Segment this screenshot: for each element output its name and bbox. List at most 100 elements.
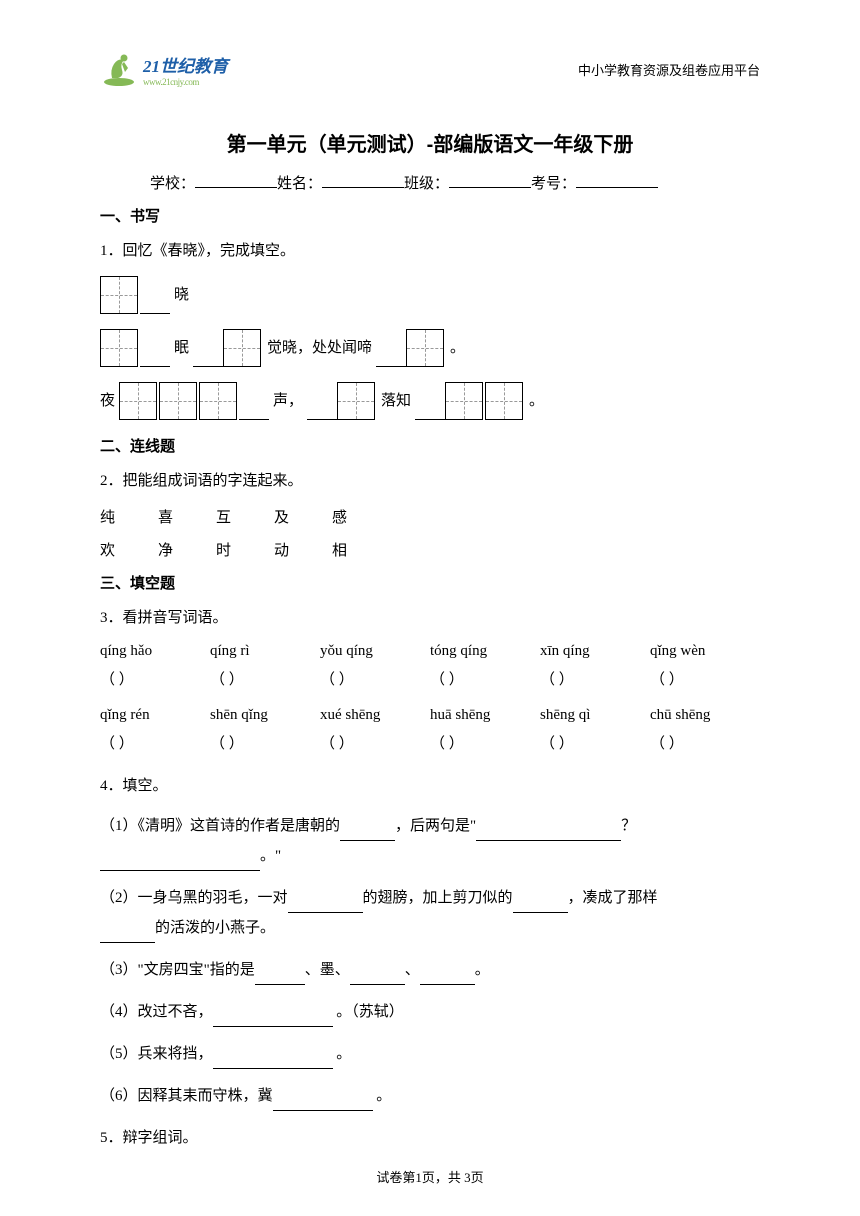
pinyin-item: shēn qǐng xyxy=(210,707,320,724)
pinyin-item: shēng qì xyxy=(540,707,650,724)
char-box xyxy=(100,329,138,367)
logo-icon xyxy=(100,50,138,88)
pinyin-item: chū shēng xyxy=(650,707,760,724)
poem-text: 落知 xyxy=(381,382,411,420)
paren-item: （ ） xyxy=(650,668,760,689)
text: ？ xyxy=(621,818,636,834)
pinyin-item: tóng qíng xyxy=(430,643,540,660)
header-right-text: 中小学教育资源及组卷应用平台 xyxy=(578,60,760,79)
paren-item: （ ） xyxy=(100,732,210,753)
blank xyxy=(340,826,395,841)
question-1-prompt: 1．回忆《春晓》，完成填空。 xyxy=(100,236,760,266)
match-word: 时 xyxy=(216,539,274,560)
char-box xyxy=(445,382,483,420)
char-box xyxy=(406,329,444,367)
blank xyxy=(415,405,445,420)
pinyin-item: qǐng wèn xyxy=(650,643,760,660)
blank xyxy=(255,970,305,985)
school-blank xyxy=(195,173,277,188)
text: （1）《清明》这首诗的作者是唐朝的 xyxy=(100,818,340,834)
class-label: 班级： xyxy=(404,176,449,192)
text: 。（苏轼） xyxy=(333,1004,404,1020)
text: 。 xyxy=(373,1088,392,1104)
word-row-2: 欢净时动相 xyxy=(100,539,760,560)
poem-line-1: 晓 xyxy=(100,276,760,314)
blank xyxy=(288,898,363,913)
poem-text: 。 xyxy=(529,382,544,420)
blank xyxy=(239,405,269,420)
paren-item: （ ） xyxy=(430,732,540,753)
match-word: 感 xyxy=(332,506,390,527)
logo-text: 21世纪教育 www.21cnjy.com xyxy=(143,52,228,87)
sub-question-6: （6）因释其耒而守株，冀 。 xyxy=(100,1081,760,1111)
blank xyxy=(273,1096,373,1111)
sub-question-2: （2）一身乌黑的羽毛，一对 的翅膀，加上剪刀似的 ，凑成了那样的活泼的小燕子。 xyxy=(100,883,760,943)
paren-row-2: （ ） （ ） （ ） （ ） （ ） （ ） xyxy=(100,732,760,753)
poem-line-3: 夜 声， 落知 。 xyxy=(100,382,760,420)
poem-text: 夜 xyxy=(100,382,115,420)
paren-item: （ ） xyxy=(430,668,540,689)
blank xyxy=(350,970,405,985)
text: （3）"文房四宝"指的是 xyxy=(100,962,255,978)
poem-text: 眠 xyxy=(174,329,189,367)
exam-blank xyxy=(576,173,658,188)
school-label: 学校： xyxy=(150,176,195,192)
char-box xyxy=(100,276,138,314)
match-word: 及 xyxy=(274,506,332,527)
paren-item: （ ） xyxy=(320,668,430,689)
logo-main-text: 21世纪教育 xyxy=(143,52,228,77)
text: 的活泼的小燕子。 xyxy=(155,920,275,936)
page-container: 21世纪教育 www.21cnjy.com 中小学教育资源及组卷应用平台 第一单… xyxy=(0,0,860,1203)
text: 。 xyxy=(333,1046,352,1062)
text: 。 xyxy=(475,962,490,978)
poem-text: 觉晓，处处闻啼 xyxy=(267,329,372,367)
paren-item: （ ） xyxy=(320,732,430,753)
text: 、 xyxy=(405,962,420,978)
sub-question-1: （1）《清明》这首诗的作者是唐朝的 ，后两句是" ？ 。" xyxy=(100,811,760,871)
logo-container: 21世纪教育 www.21cnjy.com xyxy=(100,50,228,88)
paren-item: （ ） xyxy=(540,732,650,753)
sub-question-4: （4）改过不吝， 。（苏轼） xyxy=(100,997,760,1027)
question-5-prompt: 5．辩字组词。 xyxy=(100,1123,760,1153)
text: （2）一身乌黑的羽毛，一对 xyxy=(100,890,288,906)
section-1-title: 一、书写 xyxy=(100,205,760,226)
blank xyxy=(513,898,568,913)
blank xyxy=(193,352,223,367)
blank xyxy=(140,299,170,314)
paren-item: （ ） xyxy=(540,668,650,689)
paren-row-1: （ ） （ ） （ ） （ ） （ ） （ ） xyxy=(100,668,760,689)
blank xyxy=(100,856,260,871)
text: ，凑成了那样 xyxy=(568,890,658,906)
pinyin-item: yǒu qíng xyxy=(320,643,430,660)
pinyin-row-1: qíng hǎo qíng rì yǒu qíng tóng qíng xīn … xyxy=(100,643,760,660)
exam-label: 考号： xyxy=(531,176,576,192)
char-box xyxy=(199,382,237,420)
text: 。" xyxy=(260,848,281,864)
sub-question-5: （5）兵来将挡， 。 xyxy=(100,1039,760,1069)
pinyin-item: qíng rì xyxy=(210,643,320,660)
text: ，后两句是" xyxy=(395,818,476,834)
pinyin-item: qíng hǎo xyxy=(100,643,210,660)
blank xyxy=(476,826,621,841)
name-blank xyxy=(322,173,404,188)
poem-line-2: 眠 觉晓，处处闻啼 。 xyxy=(100,329,760,367)
poem-text: 。 xyxy=(450,329,465,367)
pinyin-item: xué shēng xyxy=(320,707,430,724)
pinyin-item: xīn qíng xyxy=(540,643,650,660)
blank xyxy=(100,928,155,943)
page-header: 21世纪教育 www.21cnjy.com 中小学教育资源及组卷应用平台 xyxy=(100,50,760,88)
char-box xyxy=(159,382,197,420)
paren-item: （ ） xyxy=(210,732,320,753)
blank xyxy=(213,1012,333,1027)
char-box xyxy=(119,382,157,420)
text: （6）因释其耒而守株，冀 xyxy=(100,1088,273,1104)
blank xyxy=(420,970,475,985)
section-2-title: 二、连线题 xyxy=(100,435,760,456)
blank xyxy=(307,405,337,420)
section-3-title: 三、填空题 xyxy=(100,572,760,593)
text: 的翅膀，加上剪刀似的 xyxy=(363,890,513,906)
page-title: 第一单元（单元测试）-部编版语文一年级下册 xyxy=(100,128,760,157)
blank xyxy=(213,1054,333,1069)
text: （5）兵来将挡， xyxy=(100,1046,213,1062)
char-box xyxy=(337,382,375,420)
